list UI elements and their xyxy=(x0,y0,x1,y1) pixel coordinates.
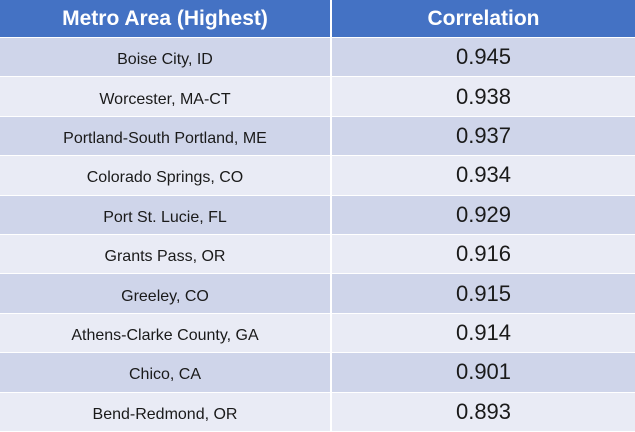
correlation-cell: 0.914 xyxy=(455,319,512,345)
metro-cell: Greeley, CO xyxy=(0,274,332,313)
correlation-cell: 0.915 xyxy=(455,280,512,306)
metro-cell: Bend-Redmond, OR xyxy=(0,392,332,431)
table-row: Chico, CA 0.901 xyxy=(0,353,635,393)
table-row: Grants Pass, OR 0.916 xyxy=(0,234,635,275)
correlation-cell: 0.893 xyxy=(455,398,512,424)
correlation-cell: 0.945 xyxy=(455,44,512,70)
metro-cell: Chico, CA xyxy=(0,353,332,392)
table-row: Athens-Clarke County, GA 0.914 xyxy=(0,313,635,354)
metro-cell: Colorado Springs, CO xyxy=(0,156,332,195)
correlation-cell: 0.929 xyxy=(455,201,512,227)
table-row: Port St. Lucie, FL 0.929 xyxy=(0,195,635,235)
correlation-cell: 0.916 xyxy=(455,241,512,267)
correlation-cell: 0.937 xyxy=(455,122,512,148)
table-header-row: Metro Area (Highest) Correlation xyxy=(0,0,635,38)
header-metro-area: Metro Area (Highest) xyxy=(0,0,332,37)
correlation-cell: 0.934 xyxy=(455,162,512,188)
table-row: Colorado Springs, CO 0.934 xyxy=(0,156,635,196)
table-row: Boise City, ID 0.945 xyxy=(0,38,635,78)
table-row: Worcester, MA-CT 0.938 xyxy=(0,77,635,117)
metro-cell: Boise City, ID xyxy=(0,38,332,77)
correlation-cell: 0.901 xyxy=(455,359,512,385)
correlation-cell: 0.938 xyxy=(455,83,512,109)
metro-cell: Worcester, MA-CT xyxy=(0,77,332,116)
table-row: Bend-Redmond, OR 0.893 xyxy=(0,392,635,432)
table-row: Portland-South Portland, ME 0.937 xyxy=(0,116,635,157)
metro-cell: Grants Pass, OR xyxy=(0,234,332,274)
table-row: Greeley, CO 0.915 xyxy=(0,274,635,314)
header-correlation: Correlation xyxy=(427,6,540,30)
metro-cell: Port St. Lucie, FL xyxy=(0,195,332,234)
metro-cell: Athens-Clarke County, GA xyxy=(0,313,332,353)
metro-cell: Portland-South Portland, ME xyxy=(0,116,332,156)
